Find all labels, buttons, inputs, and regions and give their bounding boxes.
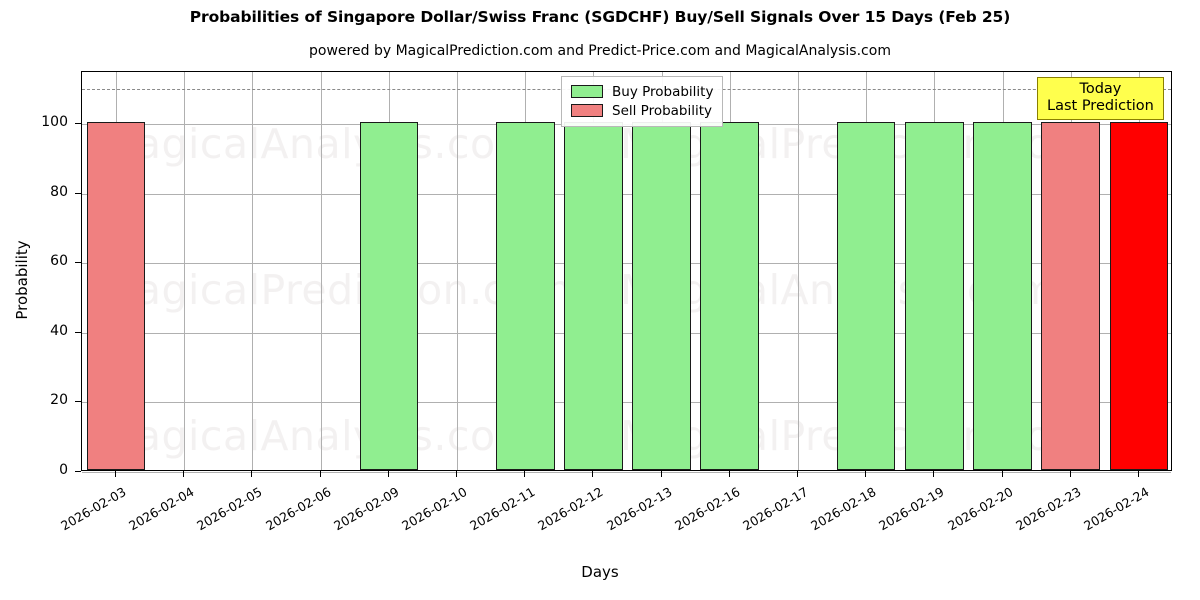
x-axis-tick	[660, 471, 662, 477]
x-axis-tick	[933, 471, 935, 477]
plot-area: MagicalAnalysis.com MagicalPrediction.com…	[81, 71, 1172, 473]
gridline-vertical	[797, 72, 799, 470]
bar-2026-02-09	[359, 122, 419, 470]
bar-2026-02-13	[632, 122, 691, 470]
x-axis-tick	[456, 471, 458, 477]
gridline-vertical	[457, 72, 459, 470]
gridline-horizontal	[82, 193, 1171, 195]
today-annotation: Today Last Prediction	[1037, 77, 1164, 120]
bar-2026-02-20	[973, 122, 1032, 470]
x-axis-tick-label: 2026-02-18	[808, 484, 879, 534]
gridline-horizontal	[82, 402, 1171, 404]
y-axis-tick-label: 20	[50, 392, 68, 409]
legend-item-buy: Buy Probability	[571, 82, 713, 101]
chart-title: Probabilities of Singapore Dollar/Swiss …	[189, 8, 1011, 26]
x-axis-tick	[115, 471, 117, 477]
x-axis-tick-label: 2026-02-24	[1080, 484, 1152, 534]
bar-2026-02-12	[564, 122, 623, 470]
y-axis-tick	[75, 471, 81, 472]
x-axis-tick-label: 2026-02-20	[944, 484, 1016, 534]
x-axis-tick	[319, 471, 321, 477]
x-axis-tick	[524, 471, 526, 477]
bar-2026-02-19	[905, 122, 964, 470]
x-axis-tick-label: 2026-02-13	[603, 484, 675, 534]
y-axis-tick-label: 100	[41, 114, 68, 131]
legend-item-sell: Sell Probability	[571, 101, 713, 120]
gridline-vertical	[184, 72, 186, 470]
gridline-vertical	[320, 72, 322, 470]
x-axis-tick	[796, 471, 798, 477]
bar-2026-02-03	[86, 122, 146, 470]
bar-2026-02-11	[495, 122, 555, 470]
x-axis-tick	[728, 471, 730, 477]
x-axis-tick-label: 2026-02-06	[262, 484, 334, 534]
chart-subtitle: powered by MagicalPrediction.com and Pre…	[309, 43, 891, 59]
x-axis-tick-label: 2026-02-11	[467, 484, 538, 534]
y-axis-label: Probability	[13, 240, 31, 320]
legend-label: Buy Probability	[612, 83, 714, 100]
y-axis-tick-label: 80	[50, 183, 68, 200]
bar-2026-02-18	[836, 122, 896, 470]
x-axis-tick	[1069, 471, 1071, 477]
x-axis-tick	[1137, 471, 1139, 477]
y-axis-tick	[75, 401, 81, 403]
x-axis-tick-label: 2026-02-23	[1012, 484, 1084, 534]
x-axis-tick-label: 2026-02-19	[876, 484, 947, 534]
x-axis-tick	[1001, 471, 1003, 477]
y-axis-tick	[75, 262, 81, 264]
today-annotation-line1: Today	[1079, 81, 1122, 97]
x-axis-tick-label: 2026-02-04	[126, 484, 197, 534]
legend-swatch-icon	[571, 104, 603, 117]
x-axis-tick-label: 2026-02-09	[330, 484, 402, 534]
gridline-horizontal	[82, 263, 1171, 265]
gridline-horizontal	[82, 472, 1171, 473]
y-axis-tick	[75, 123, 81, 125]
today-annotation-line2: Last Prediction	[1047, 97, 1154, 114]
bar-2026-02-23	[1041, 122, 1101, 470]
x-axis-tick	[865, 471, 867, 477]
y-axis-tick	[75, 331, 81, 333]
bars-layer	[82, 72, 1171, 470]
x-axis-tick-label: 2026-02-05	[194, 484, 265, 534]
legend-swatch-icon	[571, 85, 603, 98]
y-axis-tick-label: 60	[50, 253, 68, 270]
bar-2026-02-24	[1109, 122, 1169, 470]
gridline-horizontal	[82, 332, 1171, 334]
x-axis-tick	[183, 471, 185, 477]
bar-2026-02-16	[700, 122, 760, 470]
x-axis-tick-label: 2026-02-12	[535, 484, 606, 534]
x-axis-tick	[592, 471, 594, 477]
x-axis-tick-label: 2026-02-03	[58, 484, 129, 534]
legend-label: Sell Probability	[612, 102, 713, 119]
x-axis-label: Days	[581, 563, 619, 581]
y-axis-tick-label: 0	[59, 462, 68, 478]
x-axis-tick-label: 2026-02-17	[740, 484, 811, 534]
x-axis-tick	[387, 471, 389, 477]
chart-legend: Buy Probability Sell Probability	[561, 76, 724, 127]
y-axis-tick	[75, 192, 81, 194]
x-axis-tick-label: 2026-02-16	[671, 484, 743, 534]
y-axis-tick-label: 40	[50, 322, 68, 339]
gridline-vertical	[252, 72, 254, 470]
x-axis-tick	[251, 471, 253, 477]
x-axis-tick-label: 2026-02-10	[399, 484, 470, 534]
